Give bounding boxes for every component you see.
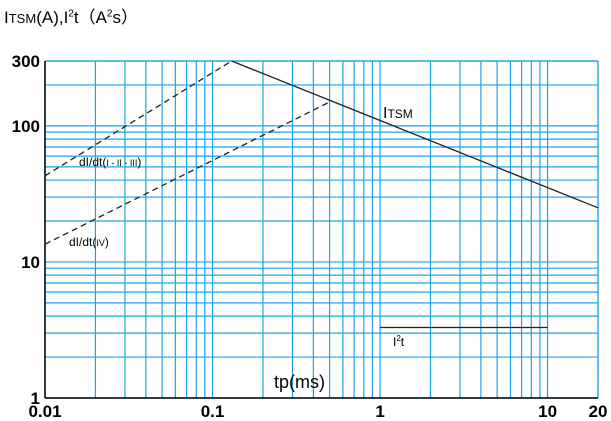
x-tick-label: 20 — [589, 402, 608, 421]
y-tick-label: 300 — [12, 52, 40, 71]
grid-lines — [44, 60, 599, 399]
y-tick-label: 1 — [31, 389, 40, 408]
y-tick-label: 100 — [12, 117, 40, 136]
x-tick-label: 0.01 — [28, 402, 61, 421]
chart-title: ITSM(A),I2t（A2s） — [4, 8, 138, 27]
didt-4-line — [44, 101, 330, 245]
tick-labels: 0.01 0.1 1 10 20 1 10 100 300 — [12, 52, 608, 421]
itsm-label: ITSM — [383, 105, 413, 122]
y-tick-label: 10 — [21, 253, 40, 272]
series-group — [44, 60, 599, 329]
x-tick-label: 1 — [375, 402, 384, 421]
i2t-label: I2t — [393, 334, 405, 349]
x-tick-label: 10 — [538, 402, 557, 421]
x-tick-label: 0.1 — [201, 402, 225, 421]
itsm-line — [231, 60, 599, 209]
didt-123-line — [44, 60, 232, 177]
didt-4-label: dI/dt(IV) — [69, 235, 109, 249]
x-axis-label: tp(ms) — [274, 372, 325, 392]
didt-123-label: dI/dt(I - II - III) — [79, 155, 141, 169]
